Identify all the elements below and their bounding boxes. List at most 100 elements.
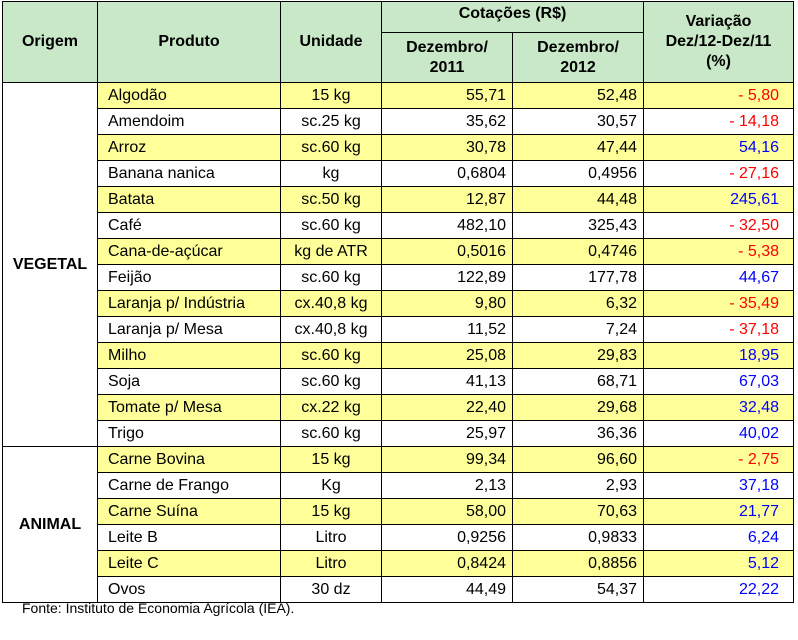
product-cell: Tomate p/ Mesa [97, 394, 281, 421]
price-dez2012-cell: 47,44 [511, 134, 645, 161]
price-table: Origem Produto Unidade Cotações (R$) Var… [2, 1, 795, 603]
header-dez2012-line1: Dezembro/ [537, 38, 619, 56]
variation-cell: 18,95 [643, 342, 795, 369]
product-cell: Milho [97, 342, 281, 369]
unit-cell: Litro [280, 524, 382, 551]
variation-cell: - 5,80 [643, 82, 795, 109]
price-dez2011-cell: 11,52 [381, 316, 513, 343]
variation-cell: 245,61 [643, 186, 795, 213]
variation-cell: 21,77 [643, 498, 795, 525]
product-cell: Banana nanica [97, 160, 281, 187]
unit-cell: sc.60 kg [280, 342, 382, 369]
product-cell: Café [97, 212, 281, 239]
table-row: ANIMAL Carne Bovina 15 kg 99,34 96,60- 2,75 [2, 446, 795, 603]
unit-cell: cx.40,8 kg [280, 290, 382, 317]
variation-cell: 22,22 [643, 576, 795, 603]
price-dez2012-cell: 36,36 [511, 420, 645, 447]
table-row: Trigo sc.60 kg 25,97 36,36 40,02 [3, 420, 795, 447]
price-dez2012-cell: 0,9833 [511, 524, 645, 551]
table-row: Leite C Litro 0,8424 0,8856 5,12 [3, 550, 795, 577]
product-cell: Carne Bovina [97, 446, 281, 473]
unit-cell: Kg [280, 472, 382, 499]
price-dez2012-cell: 70,63 [511, 498, 645, 525]
price-dez2011-cell: 55,71 [381, 82, 513, 109]
variation-cell: 40,02 [643, 420, 795, 447]
variation-cell: 5,12 [643, 550, 795, 577]
price-dez2011-cell: 99,34 [381, 446, 513, 473]
price-dez2012-cell: 0,8856 [511, 550, 645, 577]
table-row: Carne Suína 15 kg 58,00 70,63 21,77 [3, 498, 795, 525]
table-row: Feijão sc.60 kg 122,89 177,78 44,67 [3, 264, 795, 291]
price-dez2011-cell: 30,78 [381, 134, 513, 161]
variation-cell: 67,03 [643, 368, 795, 395]
header-variacao: Variação Dez/12-Dez/11 (%) [643, 1, 795, 83]
price-dez2011-cell: 122,89 [381, 264, 513, 291]
header-variacao-line3: (%) [706, 53, 731, 70]
unit-cell: 30 dz [280, 576, 382, 603]
table-row: Cana-de-açúcar kg de ATR 0,5016 0,4746- 5,3… [3, 238, 795, 265]
unit-cell: kg de ATR [280, 238, 382, 265]
variation-cell: - 37,18 [643, 316, 795, 343]
variation-cell: 37,18 [643, 472, 795, 499]
variation-cell: - 14,18 [643, 108, 795, 135]
table-row: Carne de Frango Kg 2,13 2,93 37,18 [3, 472, 795, 499]
table-row: Laranja p/ Indústria cx.40,8 kg 9,80 6,32- … [3, 290, 795, 317]
unit-cell: 15 kg [280, 82, 382, 109]
table-row: Café sc.60 kg 482,10 325,43- 32,50 [3, 212, 795, 239]
product-cell: Trigo [97, 420, 281, 447]
table-row: Tomate p/ Mesa cx.22 kg 22,40 29,68 32,48 [3, 394, 795, 421]
price-dez2012-cell: 54,37 [511, 576, 645, 603]
product-cell: Feijão [97, 264, 281, 291]
unit-cell: kg [280, 160, 382, 187]
price-dez2012-cell: 96,60 [511, 446, 645, 473]
header-dez2012: Dezembro/ 2012 [511, 32, 645, 83]
header-dez2011-line1: Dezembro/ [406, 38, 488, 56]
variation-cell: - 27,16 [643, 160, 795, 187]
variation-cell: 54,16 [643, 134, 795, 161]
product-cell: Batata [97, 186, 281, 213]
variation-cell: - 32,50 [643, 212, 795, 239]
price-dez2012-cell: 0,4956 [511, 160, 645, 187]
price-dez2011-cell: 44,49 [381, 576, 513, 603]
product-cell: Laranja p/ Indústria [97, 290, 281, 317]
variation-cell: - 5,38 [643, 238, 795, 265]
header-origem: Origem [2, 1, 98, 83]
table-row: Banana nanica kg 0,6804 0,4956- 27,16 [3, 160, 795, 187]
unit-cell: 15 kg [280, 446, 382, 473]
price-dez2011-cell: 0,6804 [381, 160, 513, 187]
header-cotacoes: Cotações (R$) [380, 1, 645, 33]
product-cell: Leite C [97, 550, 281, 577]
unit-cell: sc.60 kg [280, 368, 382, 395]
product-cell: Soja [97, 368, 281, 395]
unit-cell: Litro [280, 550, 382, 577]
product-cell: Leite B [97, 524, 281, 551]
product-cell: Laranja p/ Mesa [97, 316, 281, 343]
unit-cell: 15 kg [280, 498, 382, 525]
table-row: Arroz sc.60 kg 30,78 47,44 54,16 [3, 134, 795, 161]
price-dez2011-cell: 12,87 [381, 186, 513, 213]
variation-cell: 44,67 [643, 264, 795, 291]
price-dez2012-cell: 68,71 [511, 368, 645, 395]
variation-cell: - 35,49 [643, 290, 795, 317]
unit-cell: cx.22 kg [280, 394, 382, 421]
price-dez2011-cell: 0,8424 [381, 550, 513, 577]
header-dez2011-line2: 2011 [429, 58, 465, 76]
table-row: Amendoim sc.25 kg 35,62 30,57- 14,18 [3, 108, 795, 135]
table-row: Milho sc.60 kg 25,08 29,83 18,95 [3, 342, 795, 369]
price-dez2011-cell: 482,10 [381, 212, 513, 239]
unit-cell: cx.40,8 kg [280, 316, 382, 343]
header-variacao-line2: Dez/12-Dez/11 [665, 33, 772, 50]
header-dez2012-line2: 2012 [560, 58, 596, 76]
unit-cell: sc.60 kg [280, 420, 382, 447]
price-dez2011-cell: 0,9256 [381, 524, 513, 551]
price-dez2011-cell: 2,13 [381, 472, 513, 499]
unit-cell: sc.60 kg [280, 212, 382, 239]
price-dez2012-cell: 0,4746 [511, 238, 645, 265]
variation-cell: 32,48 [643, 394, 795, 421]
price-dez2011-cell: 35,62 [381, 108, 513, 135]
price-dez2012-cell: 52,48 [511, 82, 645, 109]
price-dez2012-cell: 30,57 [511, 108, 645, 135]
product-cell: Amendoim [97, 108, 281, 135]
table-row: Ovos 30 dz 44,49 54,37 22,22 [3, 576, 795, 603]
